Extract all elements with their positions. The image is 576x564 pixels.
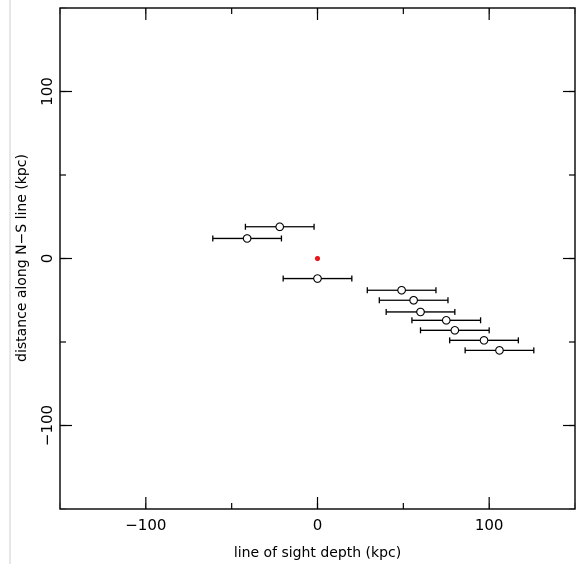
y-tick-label: 0 xyxy=(38,254,56,264)
open-circle-point xyxy=(313,274,322,283)
open-circle-point xyxy=(409,295,418,305)
plot-frame xyxy=(59,7,576,510)
open-circle-point xyxy=(450,325,460,335)
tick-labels: −100 0 100 −100 0 100 xyxy=(38,77,503,534)
open-circle-point xyxy=(397,285,406,295)
open-circle-point xyxy=(441,315,451,325)
red-center-point xyxy=(314,255,321,262)
open-circle-point xyxy=(479,335,489,345)
x-tick-label: 100 xyxy=(475,516,504,534)
x-axis-label: line of sight depth (kpc) xyxy=(234,545,401,561)
y-tick-label: −100 xyxy=(38,405,56,446)
open-circle-point xyxy=(495,346,504,355)
y-tick-label: 100 xyxy=(38,77,56,106)
open-circle-point xyxy=(242,234,252,243)
open-circle-point xyxy=(275,222,285,232)
x-tick-label: 0 xyxy=(313,516,323,534)
open-circle-point xyxy=(416,307,425,317)
y-axis-label: distance along N−S line (kpc) xyxy=(14,154,30,362)
data-points xyxy=(212,222,535,355)
x-tick-label: −100 xyxy=(125,516,166,534)
